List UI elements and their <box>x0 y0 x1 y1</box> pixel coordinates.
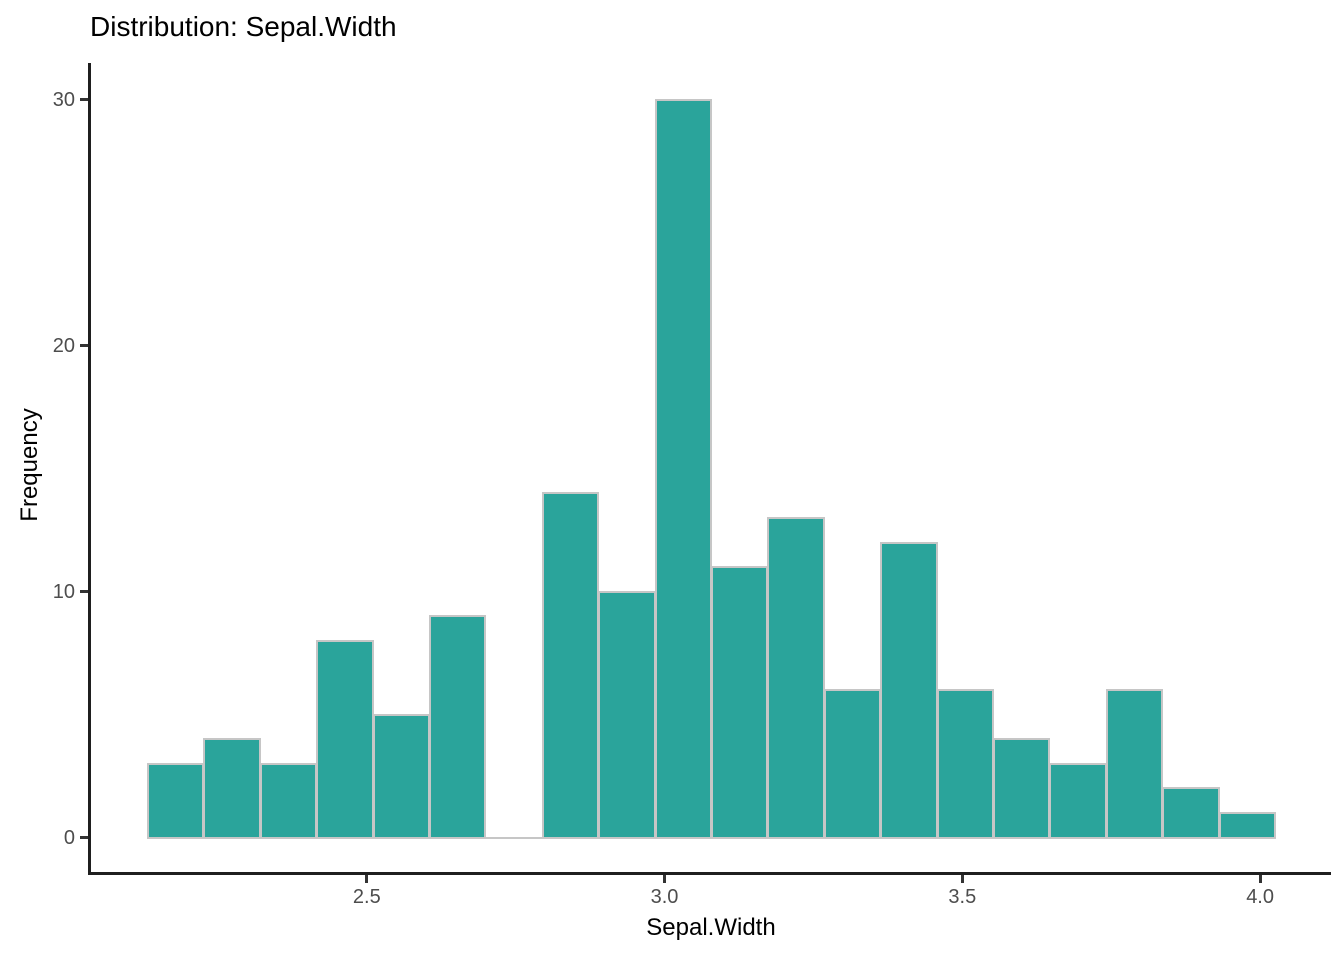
y-tick-label: 0 <box>63 826 75 849</box>
y-tick-label: 20 <box>52 334 75 357</box>
histogram-bar <box>823 689 882 839</box>
histogram-bar <box>993 738 1051 839</box>
histogram-bar <box>147 762 205 839</box>
y-tick-mark <box>80 590 88 594</box>
histogram-bar <box>1049 762 1107 839</box>
x-tick-mark <box>365 875 369 883</box>
y-tick-mark <box>80 836 88 840</box>
histogram-bar <box>203 738 261 839</box>
histogram-bar <box>372 713 430 839</box>
plot-panel: 0 10 20 30 2.5 3.0 3.5 4.0 Sepal.Width Frequen… <box>16 63 1331 941</box>
x-axis-title: Sepal.Width <box>646 914 776 941</box>
y-tick-mark <box>80 98 88 102</box>
x-tick-label: 3.5 <box>948 886 977 908</box>
histogram-bar <box>598 590 656 839</box>
histogram-bar <box>1162 787 1220 839</box>
y-axis-title: Frequency <box>16 408 43 522</box>
x-tick-mark <box>960 875 964 883</box>
x-tick-label: 3.0 <box>650 886 679 908</box>
histogram-bar <box>429 615 487 839</box>
histogram-bar <box>711 566 769 839</box>
y-tick-label: 30 <box>52 88 75 111</box>
x-tick-label: 4.0 <box>1246 886 1274 908</box>
histogram-bar <box>936 689 994 839</box>
histogram-bar <box>485 836 543 839</box>
histogram-bar <box>1105 689 1164 839</box>
chart-title: Distribution: Sepal.Width <box>90 11 397 42</box>
y-tick-mark <box>80 344 88 348</box>
y-tick-label: 10 <box>52 580 75 603</box>
histogram-bar <box>541 492 600 839</box>
histogram-bar <box>767 516 825 839</box>
y-axis-line <box>88 63 91 875</box>
histogram-bar <box>880 541 938 839</box>
x-tick-mark <box>663 875 666 883</box>
x-axis-line <box>88 872 1331 875</box>
histogram-bar <box>316 639 374 839</box>
histogram-bar <box>259 762 318 839</box>
x-tick-label: 2.5 <box>352 886 381 908</box>
x-tick-mark <box>1258 875 1262 883</box>
histogram-bar <box>654 98 712 839</box>
histogram-bar <box>1218 812 1276 839</box>
